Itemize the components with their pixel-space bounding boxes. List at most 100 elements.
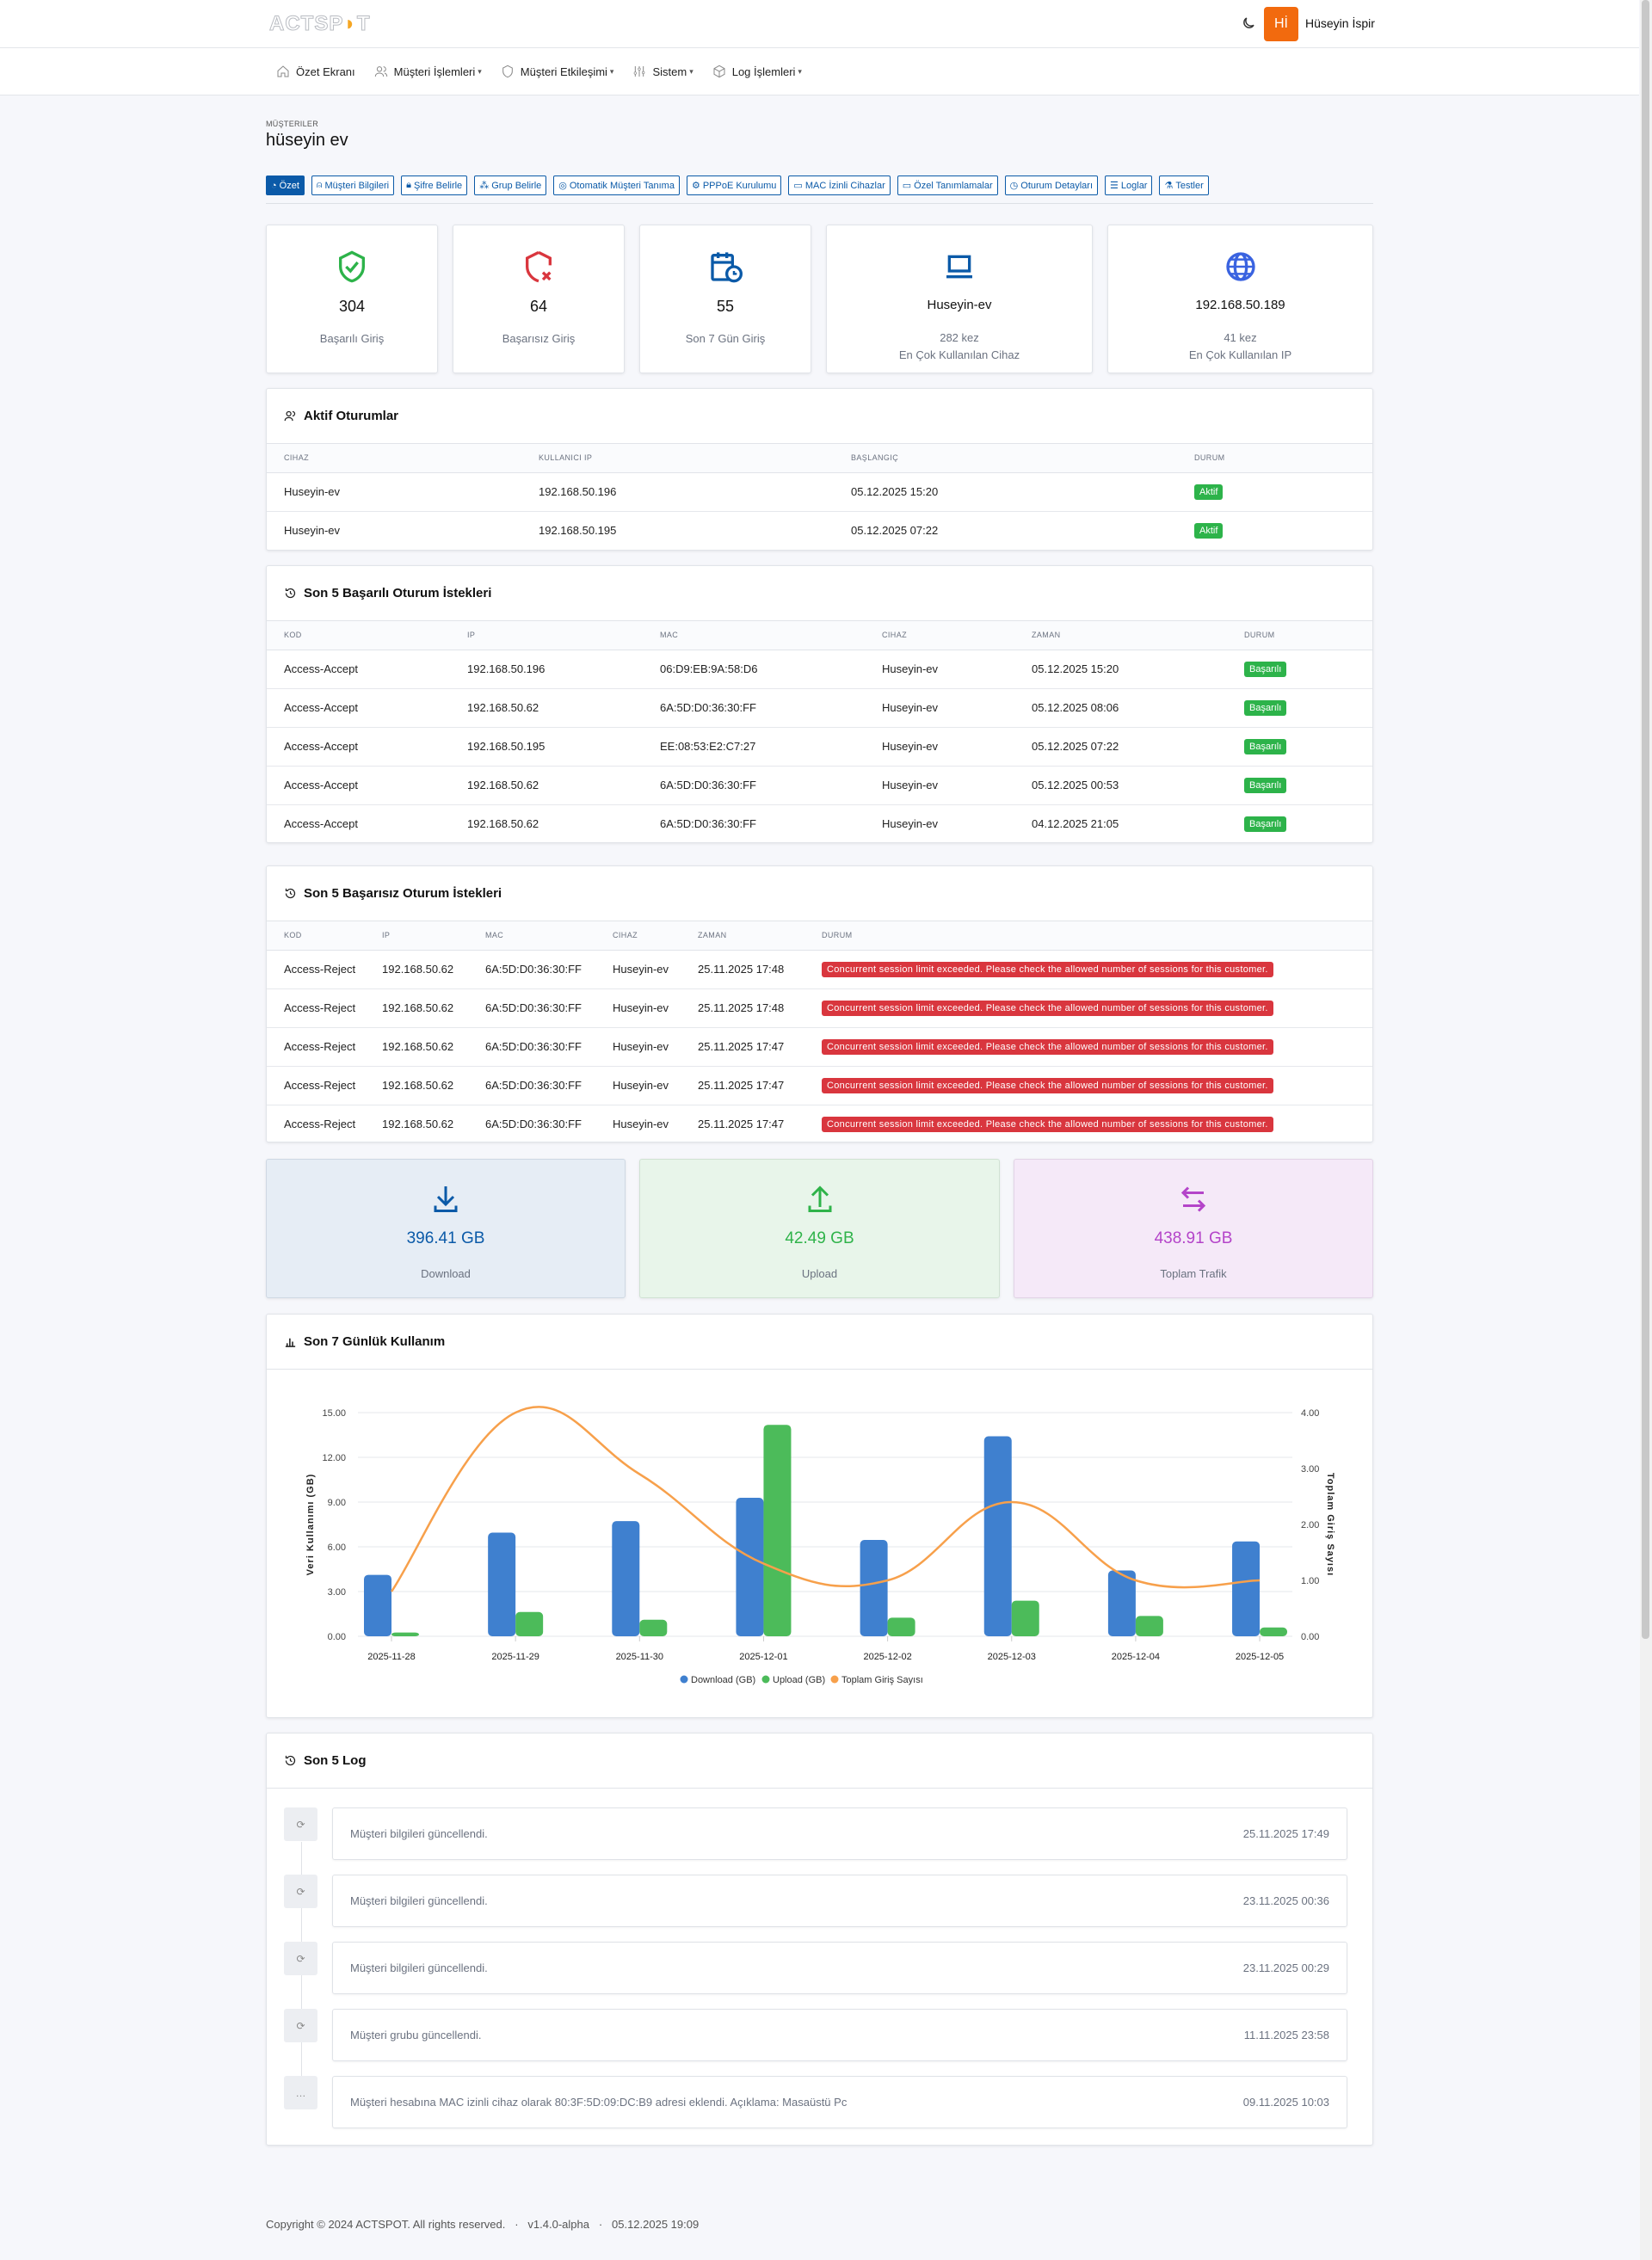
tab-tests[interactable]: ⚗ Testler [1159, 176, 1209, 195]
cell-time: 05.12.2025 00:53 [1014, 766, 1227, 805]
download-label: Download [421, 1267, 471, 1280]
stat-failed-logins: 64 Başarısız Giriş [453, 225, 625, 373]
footer-timestamp: 05.12.2025 19:09 [612, 2218, 700, 2231]
calendar-clock-icon [711, 252, 743, 283]
active-sessions-card: Aktif Oturumlar CIHAZ KULLANICI IP BAŞLANG… [266, 388, 1373, 551]
tab-label: Özel Tanımlamalar [914, 180, 993, 191]
column-header: MAC [468, 921, 595, 951]
cell-status: Concurrent session limit exceeded. Pleas… [804, 1066, 1372, 1105]
stat-top-ip: 192.168.50.189 41 kez En Çok Kullanılan I… [1107, 225, 1373, 373]
log-item: ⟳ Müşteri bilgileri güncellendi. 25.11.202… [284, 1807, 1355, 1860]
log-entry: Müşteri bilgileri güncellendi. 25.11.2025… [332, 1807, 1347, 1860]
dark-mode-toggle-icon[interactable] [1241, 15, 1256, 31]
clock-icon: ◷ [1009, 181, 1019, 191]
log-item: ⟳ Müşteri grubu güncellendi. 11.11.2025 23… [284, 2009, 1355, 2061]
table-row: Access-Accept 192.168.50.62 6A:5D:D0:36:30… [267, 766, 1372, 805]
cell-device: Huseyin-ev [284, 524, 341, 538]
tab-auto-recognition[interactable]: ◎ Otomatik Müşteri Tanıma [553, 176, 680, 195]
cell-device: Huseyin-ev [595, 1027, 681, 1067]
card-title: Aktif Oturumlar [304, 409, 399, 423]
cell-device: Huseyin-ev [613, 1118, 669, 1131]
cell-ip: 192.168.50.196 [521, 472, 834, 512]
globe-icon [1225, 252, 1255, 281]
nav-item-log-ops[interactable]: Log İşlemleri ▾ [712, 65, 802, 78]
cell-start: 05.12.2025 15:20 [834, 472, 1177, 512]
cell-status: Başarılı [1227, 727, 1372, 767]
cell-ip: 192.168.50.62 [450, 766, 643, 805]
cell-code: Access-Reject [284, 1118, 356, 1131]
table-row: Access-Reject 192.168.50.62 6A:5D:D0:36:30… [267, 950, 1372, 989]
log-entry: Müşteri bilgileri güncellendi. 23.11.2025… [332, 1875, 1347, 1927]
cell-device: Huseyin-ev [267, 472, 521, 512]
stat-label: Başarısız Giriş [502, 332, 576, 345]
log-time: 11.11.2025 23:58 [1243, 2029, 1329, 2041]
log-time: 25.11.2025 17:49 [1242, 1827, 1329, 1840]
table-row: Access-Accept 192.168.50.195 EE:08:53:E2:C… [267, 727, 1372, 767]
logo[interactable]: ACTSP◗T [269, 12, 371, 36]
cell-device: Huseyin-ev [595, 950, 681, 989]
recent-logs-card: Son 5 Log ⟳ Müşteri bilgileri güncellendi… [266, 1733, 1373, 2146]
footer: Copyright © 2024 ACTSPOT. All rights res… [266, 2218, 699, 2231]
status-badge: Başarılı [1244, 661, 1287, 677]
tab-customer-info[interactable]: ⍝ Müşteri Bilgileri [311, 176, 395, 195]
log-text: Müşteri grubu güncellendi. [350, 2029, 482, 2041]
cell-code: Access-Accept [284, 817, 358, 831]
tab-mac-devices[interactable]: ▭ MAC İzinli Cihazlar [788, 176, 891, 195]
tab-label: Loglar [1120, 180, 1148, 191]
separator: · [598, 2218, 603, 2231]
separator: · [515, 2218, 519, 2231]
sliders-icon [634, 66, 645, 77]
card-title: Son 7 Günlük Kullanım [304, 1334, 446, 1349]
home-icon [277, 65, 289, 77]
tab-set-password[interactable]: 🔒︎ Şifre Belirle [401, 176, 468, 195]
breadcrumb[interactable]: MÜŞTERILER [266, 120, 319, 128]
upload-icon [808, 1185, 831, 1212]
scrollbar[interactable] [1640, 0, 1652, 2260]
status-badge: Concurrent session limit exceeded. Pleas… [822, 1000, 1273, 1016]
upload-value: 42.49 GB [785, 1229, 854, 1247]
status-badge: Concurrent session limit exceeded. Pleas… [822, 1038, 1273, 1055]
nav-label: Müşteri İşlemleri [393, 65, 476, 78]
user-name[interactable]: Hüseyin İspir [1305, 16, 1375, 30]
column-header: CIHAZ [267, 444, 521, 473]
scrollbar-thumb[interactable] [1642, 0, 1649, 1639]
nav-item-summary[interactable]: Özet Ekranı [276, 65, 355, 78]
tab-label: Şifre Belirle [413, 180, 463, 191]
success-requests-table: KOD IP MAC CIHAZ ZAMAN DURUM Access-Accept 192.… [267, 621, 1372, 843]
nav-item-customer-ops[interactable]: Müşteri İşlemleri ▾ [374, 65, 482, 78]
active-sessions-table: CIHAZ KULLANICI IP BAŞLANGIÇ DURUM Huseyin-… [267, 444, 1372, 550]
user-icon: ⍝ [316, 180, 323, 190]
nav-item-customer-interaction[interactable]: Müşteri Etkileşimi ▾ [501, 65, 613, 78]
cell-ip: 192.168.50.62 [365, 988, 468, 1028]
tab-label: Müşteri Bilgileri [324, 180, 390, 191]
cell-status: Concurrent session limit exceeded. Pleas… [804, 1105, 1372, 1143]
cell-time: 25.11.2025 17:48 [681, 950, 804, 989]
nav-label: Müşteri Etkileşimi [520, 65, 607, 78]
column-header: ZAMAN [681, 921, 804, 951]
tab-session-details[interactable]: ◷ Oturum Detayları [1004, 176, 1099, 195]
tab-logs[interactable]: ☰ Loglar [1105, 176, 1153, 195]
log-text: Müşteri bilgileri güncellendi. [350, 1827, 488, 1840]
nav-item-system[interactable]: Sistem ▾ [632, 65, 693, 78]
gear-icon: ⚙ [691, 181, 700, 191]
tab-set-group[interactable]: ⁂ Grup Belirle [474, 176, 547, 195]
refresh-icon: ⟳ [284, 1875, 317, 1908]
cell-status: Concurrent session limit exceeded. Pleas… [804, 950, 1372, 989]
cell-mac: 06:D9:EB:9A:58:D6 [643, 650, 865, 689]
status-badge: Başarılı [1244, 777, 1287, 793]
tab-summary[interactable]: ◔ Özet [266, 176, 305, 195]
table-row: Access-Reject 192.168.50.62 6A:5D:D0:36:30… [267, 1027, 1372, 1067]
history-icon [285, 888, 296, 899]
usage-chart-card: Son 7 Günlük Kullanım [266, 1314, 1373, 1718]
download-card: 396.41 GB Download [266, 1159, 626, 1298]
cell-code: Access-Accept [267, 727, 450, 767]
avatar[interactable]: Hİ [1264, 7, 1298, 41]
column-header: CIHAZ [865, 621, 1014, 650]
cell-code: Access-Accept [267, 766, 450, 805]
cell-status: Başarılı [1227, 688, 1372, 728]
stat-top-device: Huseyin-ev 282 kez En Çok Kullanılan Ciha… [826, 225, 1093, 373]
tab-custom-definitions[interactable]: ▭ Özel Tanımlamalar [897, 176, 998, 195]
cell-time: 05.12.2025 15:20 [1014, 650, 1227, 689]
tab-pppoe-setup[interactable]: ⚙ PPPoE Kurulumu [686, 176, 782, 195]
cell-device: Huseyin-ev [882, 817, 939, 831]
